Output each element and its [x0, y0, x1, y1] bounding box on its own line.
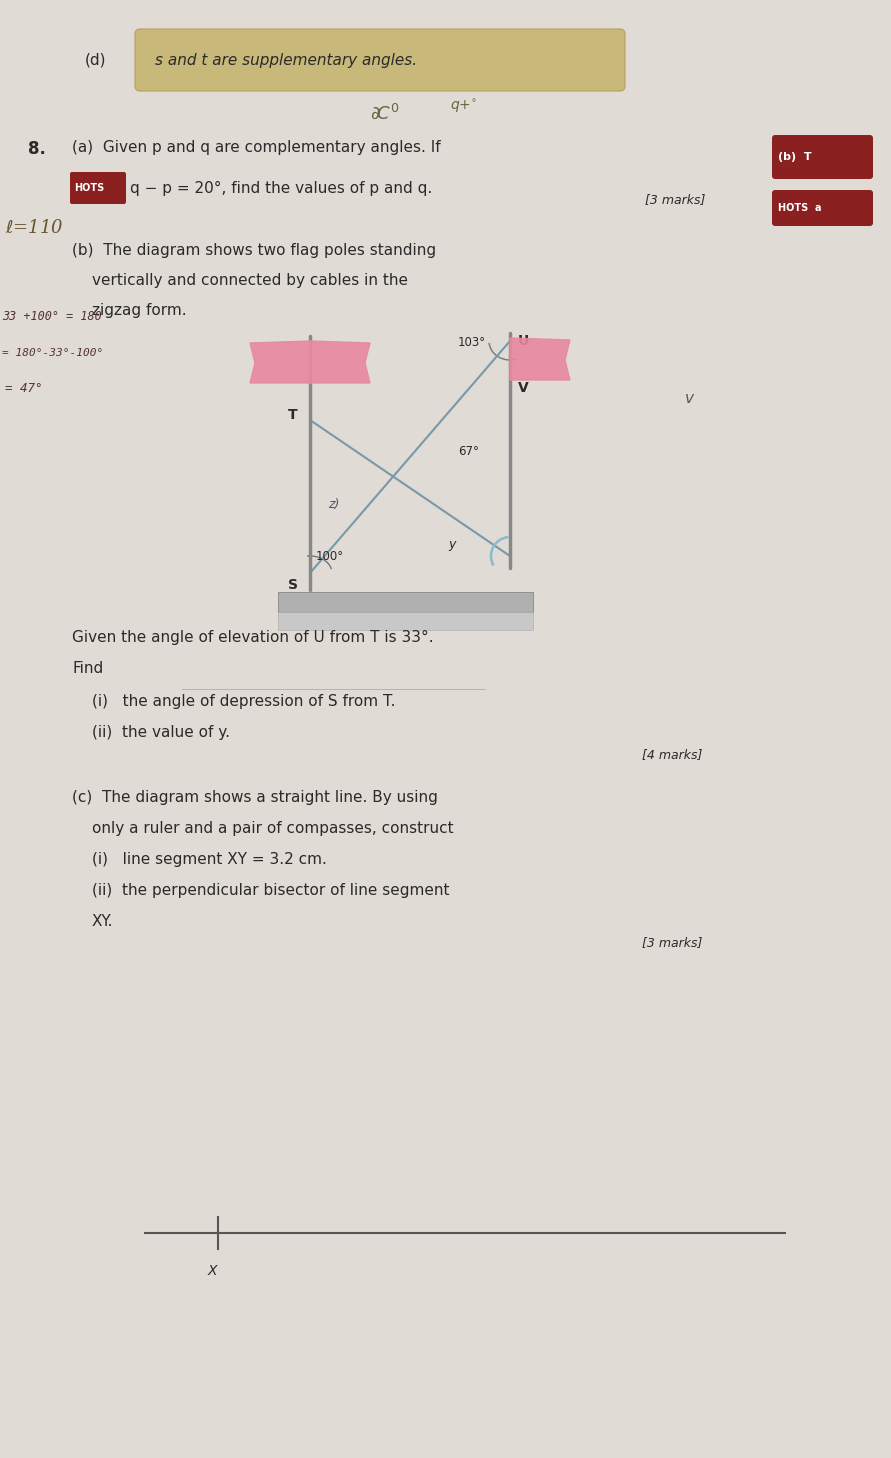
Text: = 180°-33°-100°: = 180°-33°-100° — [2, 348, 103, 359]
Text: 67°: 67° — [458, 445, 478, 458]
Text: q − p = 20°, find the values of p and q.: q − p = 20°, find the values of p and q. — [130, 181, 432, 195]
Text: (b)  The diagram shows two flag poles standing: (b) The diagram shows two flag poles sta… — [72, 243, 436, 258]
Text: zigzag form.: zigzag form. — [92, 303, 186, 318]
Text: 100°: 100° — [316, 550, 344, 563]
Text: (ii)  the value of y.: (ii) the value of y. — [92, 725, 230, 741]
Text: Given the angle of elevation of U from T is 33°.: Given the angle of elevation of U from T… — [72, 630, 434, 644]
Text: vertically and connected by cables in the: vertically and connected by cables in th… — [92, 273, 408, 289]
Text: S: S — [288, 577, 298, 592]
Text: (c)  The diagram shows a straight line. By using: (c) The diagram shows a straight line. B… — [72, 790, 437, 805]
Text: 33 +100° = 180: 33 +100° = 180 — [2, 309, 102, 322]
Text: (d): (d) — [85, 52, 107, 67]
Polygon shape — [510, 338, 570, 381]
Text: $q{+}^{\circ}$: $q{+}^{\circ}$ — [450, 98, 477, 115]
Text: v: v — [685, 391, 694, 405]
FancyBboxPatch shape — [135, 29, 625, 90]
Text: 8.: 8. — [28, 140, 45, 157]
Text: s and t are supplementary angles.: s and t are supplementary angles. — [155, 52, 417, 67]
Text: $\partial\!C^0$: $\partial\!C^0$ — [370, 104, 399, 122]
Text: (i)   line segment XY = 3.2 cm.: (i) line segment XY = 3.2 cm. — [92, 851, 327, 868]
Text: (b)  T: (b) T — [778, 152, 812, 162]
Text: [3 marks]: [3 marks] — [645, 194, 706, 207]
Text: (ii)  the perpendicular bisector of line segment: (ii) the perpendicular bisector of line … — [92, 884, 449, 898]
Text: [4 marks]: [4 marks] — [642, 748, 702, 761]
Text: T: T — [288, 408, 298, 421]
Text: = 47°: = 47° — [5, 382, 43, 395]
FancyBboxPatch shape — [70, 172, 126, 204]
Text: $\ell$=110: $\ell$=110 — [5, 219, 63, 238]
Polygon shape — [310, 341, 370, 383]
Text: (a)  Given p and q are complementary angles. If: (a) Given p and q are complementary angl… — [72, 140, 441, 155]
FancyBboxPatch shape — [278, 612, 533, 630]
FancyBboxPatch shape — [278, 592, 533, 612]
Polygon shape — [250, 341, 310, 383]
Text: [3 marks]: [3 marks] — [642, 936, 702, 949]
Text: Find: Find — [72, 660, 103, 677]
Text: y: y — [448, 538, 455, 551]
FancyBboxPatch shape — [772, 190, 873, 226]
Text: 103°: 103° — [458, 335, 486, 348]
Text: U: U — [518, 334, 529, 348]
Text: (i)   the angle of depression of S from T.: (i) the angle of depression of S from T. — [92, 694, 396, 709]
Text: HOTS  a: HOTS a — [778, 203, 822, 213]
FancyBboxPatch shape — [772, 136, 873, 179]
Text: X: X — [208, 1264, 217, 1279]
Text: HOTS: HOTS — [74, 184, 104, 192]
Text: z): z) — [328, 497, 339, 510]
Text: V: V — [518, 381, 528, 395]
Text: XY.: XY. — [92, 914, 113, 929]
Text: only a ruler and a pair of compasses, construct: only a ruler and a pair of compasses, co… — [92, 821, 454, 835]
